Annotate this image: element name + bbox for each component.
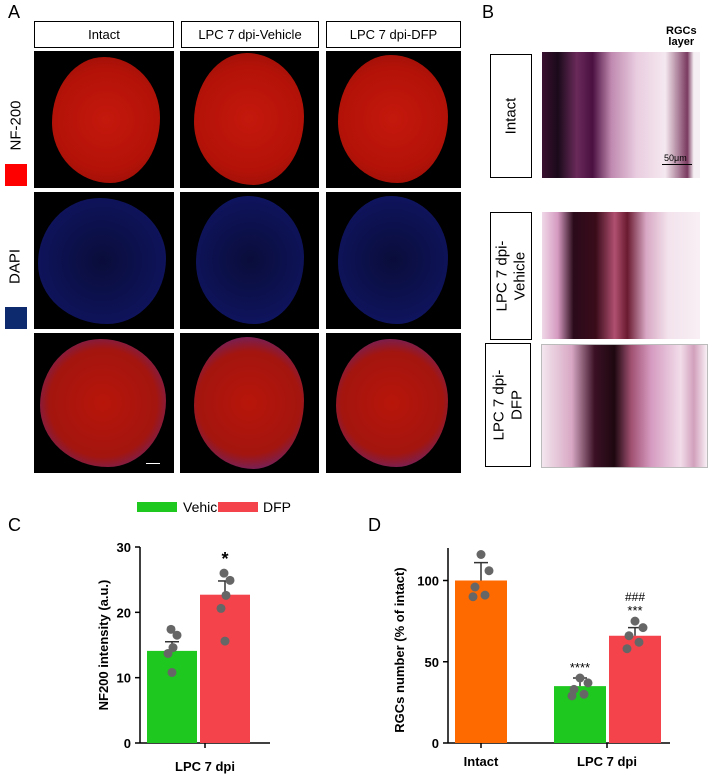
data-point xyxy=(638,623,648,633)
chart-d: 0 50 100 RGCs number (% of intact) Intact LPC… xyxy=(392,548,670,769)
data-point xyxy=(163,648,173,658)
data-point xyxy=(225,575,235,585)
bar-dfp xyxy=(200,594,250,743)
row-label-vehicle-text: LPC 7 dpi- Vehicle xyxy=(493,240,528,312)
x-tick-label: Intact xyxy=(464,754,499,769)
data-point xyxy=(583,678,593,688)
significance-label: * xyxy=(221,549,228,569)
legend-label-vehicle: Vehicle xyxy=(183,499,228,515)
y-tick-label: 10 xyxy=(117,671,131,686)
rgc-layer-label: RGCs layer xyxy=(666,26,697,48)
y-tick-label: 20 xyxy=(117,605,131,620)
row-label-dfp-text: LPC 7 dpi- DFP xyxy=(490,369,525,441)
significance-label-2: ### xyxy=(625,590,645,604)
micrograph-dapi-dfp xyxy=(326,192,461,329)
histology-intact: 50μm xyxy=(542,52,700,178)
micrograph-dapi-intact xyxy=(34,192,174,329)
micrograph-merge-vehicle xyxy=(180,333,319,473)
significance-label: *** xyxy=(627,603,642,618)
y-axis-label: NF200 intensity (a.u.) xyxy=(96,580,111,711)
legend-swatch-vehicle xyxy=(137,502,177,512)
panel-a-letter: A xyxy=(8,2,21,22)
scale-bar xyxy=(146,463,160,464)
data-point xyxy=(470,582,480,592)
histology-vehicle xyxy=(542,212,700,339)
rgc-layer-label-line2: layer xyxy=(668,36,695,48)
y-tick-label: 0 xyxy=(432,736,439,751)
histology-dfp xyxy=(541,344,708,468)
data-point xyxy=(480,590,490,600)
y-axis-label: RGCs number (% of intact) xyxy=(392,567,407,732)
bar-dfp xyxy=(609,635,661,743)
legend-swatch-dfp xyxy=(218,502,258,512)
col-header-dfp: LPC 7 dpi-DFP xyxy=(326,21,461,48)
scale-bar-label: 50μm xyxy=(664,153,687,163)
scale-bar-histo xyxy=(662,164,692,165)
dapi-color-swatch xyxy=(5,307,27,329)
chart-c: 0 10 20 30 NF200 intensity (a.u.) LPC 7 dpi Ve… xyxy=(96,499,291,774)
data-point xyxy=(575,673,585,683)
x-tick-label: LPC 7 dpi xyxy=(577,754,637,769)
micrograph-merge-dfp xyxy=(326,333,461,473)
row-label-dfp-histo: LPC 7 dpi- DFP xyxy=(485,343,531,467)
data-point xyxy=(221,590,231,600)
data-point xyxy=(634,637,644,647)
col-header-vehicle: LPC 7 dpi-Vehicle xyxy=(181,21,319,48)
row-label-vehicle-histo: LPC 7 dpi- Vehicle xyxy=(490,212,532,340)
y-tick-label: 100 xyxy=(417,574,439,589)
data-point xyxy=(468,592,478,602)
data-point xyxy=(622,644,632,654)
data-point xyxy=(216,603,226,613)
micrograph-nf200-vehicle xyxy=(180,51,319,188)
data-point xyxy=(484,566,494,576)
y-tick-label: 50 xyxy=(425,655,439,670)
panel-c-letter: C xyxy=(8,515,21,535)
micrograph-nf200-dfp xyxy=(326,51,461,188)
legend-label-dfp: DFP xyxy=(263,499,291,515)
micrograph-dapi-vehicle xyxy=(180,192,319,329)
x-axis-label: LPC 7 dpi xyxy=(175,759,235,774)
data-point xyxy=(476,550,486,559)
data-point xyxy=(172,630,182,640)
panel-b-letter: B xyxy=(482,2,495,22)
data-point xyxy=(567,691,577,701)
significance-label: **** xyxy=(570,660,590,675)
data-point xyxy=(219,568,229,578)
rgc-layer-label-line1: RGCs xyxy=(666,25,697,37)
micrograph-nf200-intact xyxy=(34,51,174,188)
row-label-nf200: NF-200 xyxy=(7,100,25,151)
nf200-color-swatch xyxy=(5,164,27,186)
panel-d-letter: D xyxy=(368,515,381,535)
row-label-intact-text: Intact xyxy=(502,97,519,135)
data-point xyxy=(166,624,176,634)
col-header-intact: Intact xyxy=(34,21,174,48)
bar-vehicle xyxy=(147,650,197,743)
data-point xyxy=(630,616,640,626)
y-tick-label: 30 xyxy=(117,540,131,555)
bar-intact xyxy=(455,580,507,743)
data-point xyxy=(168,643,178,653)
data-point xyxy=(220,636,230,646)
row-label-dapi: DAPI xyxy=(6,249,24,285)
data-point xyxy=(579,689,589,699)
micrograph-merge-intact xyxy=(34,333,174,473)
data-point xyxy=(624,631,634,641)
data-point xyxy=(167,667,177,677)
y-tick-label: 0 xyxy=(124,736,131,751)
row-label-intact-histo: Intact xyxy=(490,54,532,178)
